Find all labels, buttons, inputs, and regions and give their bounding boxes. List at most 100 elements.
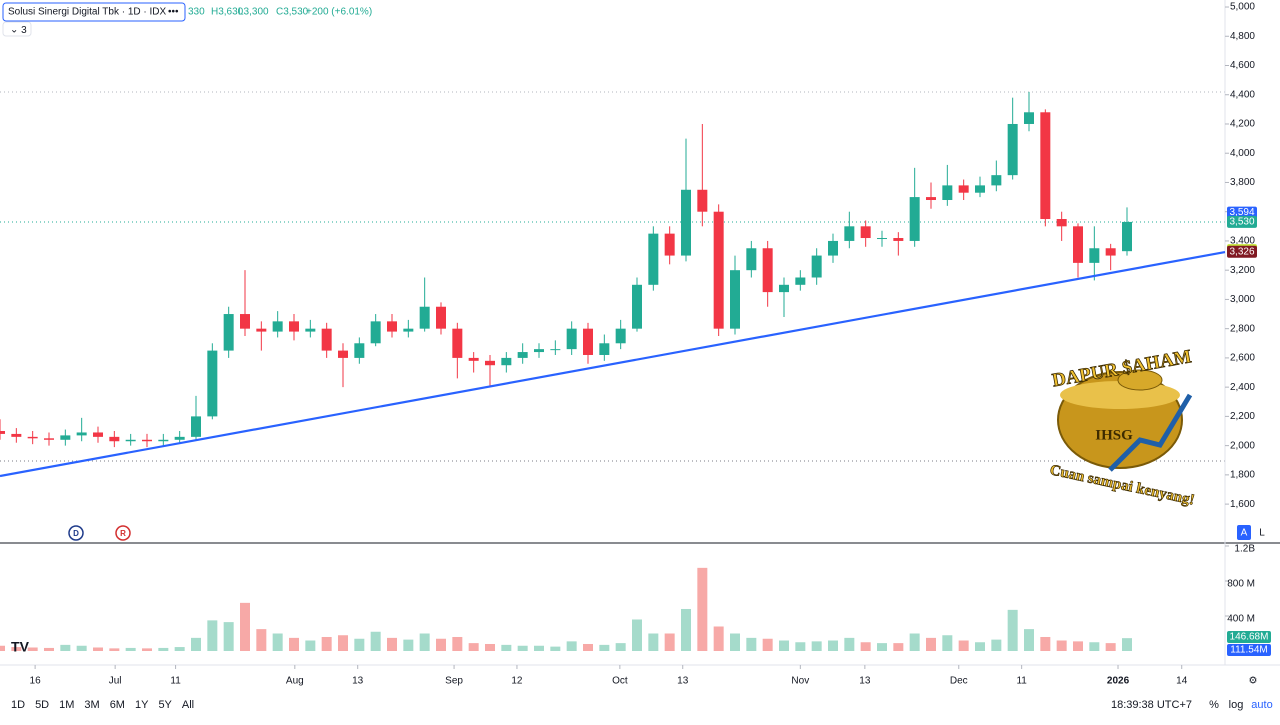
volume-bar — [223, 622, 234, 651]
settings[interactable]: ⚙ — [1249, 676, 1258, 687]
range-button[interactable]: 5D — [35, 699, 49, 711]
candle-body — [76, 432, 87, 436]
candle-body — [844, 226, 855, 241]
price-label: 3,594 — [1229, 207, 1254, 218]
volume-bar — [419, 633, 430, 651]
volume-bar — [762, 638, 773, 651]
candle-body — [436, 306, 446, 329]
y-tick-label: 1.2B — [1234, 544, 1255, 555]
auto-scale-button[interactable] — [1237, 525, 1251, 540]
candle-body — [958, 185, 969, 193]
volume-bar — [93, 647, 103, 651]
ohlc-close: C3,530 — [276, 7, 309, 18]
y-tick-label: 5,000 — [1230, 2, 1255, 13]
x-tick-label: Nov — [791, 676, 809, 687]
volume-bar — [44, 647, 54, 651]
candle-body — [93, 432, 103, 437]
candle-body — [648, 233, 659, 285]
volume-bar — [240, 602, 250, 651]
y-tick-label: 1,800 — [1230, 470, 1255, 481]
candle-body — [566, 328, 577, 350]
price-label: 111.54M — [1230, 645, 1267, 656]
candle-body — [681, 189, 691, 256]
price-label: 3,530 — [1229, 217, 1254, 228]
volume-bar — [11, 647, 22, 651]
volume-bar — [1024, 629, 1034, 651]
volume-bar — [142, 648, 152, 651]
volume-bar — [354, 638, 365, 651]
candle-body — [240, 314, 250, 329]
clock: 18:39:38 UTC+7 — [1111, 699, 1192, 711]
candle-body — [975, 185, 985, 193]
volume-bar — [436, 638, 446, 651]
candle-body — [1105, 248, 1116, 256]
watermark-slogan: Cuan sampai kenyang! — [1048, 462, 1196, 508]
volume-bar — [468, 643, 479, 651]
candle-body — [1089, 248, 1100, 263]
candle-body — [550, 349, 561, 351]
log-toggle[interactable]: log — [1229, 699, 1244, 711]
x-tick-label: 13 — [352, 676, 364, 687]
range-button[interactable]: 1D — [11, 699, 25, 711]
price-label-box — [1227, 206, 1257, 219]
rights-marker[interactable] — [115, 525, 131, 541]
x-tick-label: Jul — [109, 676, 122, 687]
log-scale-label[interactable]: L — [1259, 528, 1265, 539]
y-tick-label: 800 M — [1227, 579, 1255, 590]
volume-bar — [517, 645, 528, 651]
range-button[interactable]: 6M — [110, 699, 125, 711]
volume-bar — [648, 633, 659, 651]
x-tick-label: 14 — [1176, 676, 1188, 687]
change: +200 (+6.01%) — [306, 7, 372, 18]
price-label-box — [1227, 644, 1271, 656]
percent-toggle[interactable]: % — [1209, 699, 1219, 711]
volume-bar — [485, 643, 495, 651]
range-button[interactable]: 1Y — [135, 699, 149, 711]
candle-body — [828, 240, 838, 256]
watermark-badge: IHSG — [1095, 427, 1133, 443]
volume-bar — [681, 608, 691, 651]
watermark: DAPUR $AHAM IHSG Cuan sampai kenyang! — [1048, 346, 1196, 509]
x-tick-label: 16 — [30, 676, 42, 687]
candle-body — [991, 175, 1002, 186]
y-tick-label: 3,800 — [1230, 177, 1255, 188]
candle-body — [1024, 112, 1034, 124]
volume-bar — [958, 640, 969, 651]
volume-bar — [877, 643, 887, 651]
range-button[interactable]: 5Y — [158, 699, 172, 711]
candle-body — [1122, 221, 1132, 252]
price-label-box — [1227, 631, 1271, 643]
candle-body — [272, 321, 283, 332]
volume-bar — [893, 643, 904, 651]
volume-bar — [599, 644, 610, 651]
volume-bar — [1073, 641, 1083, 651]
symbol-box[interactable] — [2, 2, 186, 22]
x-tick-label: Oct — [612, 676, 628, 687]
indicator-toggle[interactable] — [2, 21, 32, 37]
x-tick-label: 11 — [1016, 676, 1027, 687]
volume-bar — [289, 637, 299, 651]
y-tick-label: 2,200 — [1230, 411, 1255, 422]
range-button[interactable]: All — [182, 699, 194, 711]
volume-bar — [942, 635, 953, 651]
volume-bar — [158, 647, 169, 651]
candle-body — [632, 284, 642, 329]
watermark-arrow — [1108, 393, 1193, 472]
auto-toggle[interactable]: auto — [1251, 699, 1272, 711]
y-tick-label: 1,600 — [1230, 499, 1255, 510]
candle-body — [893, 238, 904, 241]
volume-bar — [811, 641, 822, 651]
range-button[interactable]: 1M — [59, 699, 74, 711]
volume-bar — [1007, 609, 1018, 651]
range-button[interactable]: 3M — [84, 699, 99, 711]
volume-bar — [909, 633, 920, 651]
x-tick-label: 13 — [859, 676, 871, 687]
volume-bar — [370, 631, 381, 651]
volume-bar — [109, 648, 120, 651]
x-tick-label: Sep — [445, 676, 463, 687]
candle-body — [485, 360, 495, 366]
dividend-marker[interactable] — [68, 525, 84, 541]
volume-bar — [583, 643, 593, 651]
volume-bar — [501, 644, 512, 651]
